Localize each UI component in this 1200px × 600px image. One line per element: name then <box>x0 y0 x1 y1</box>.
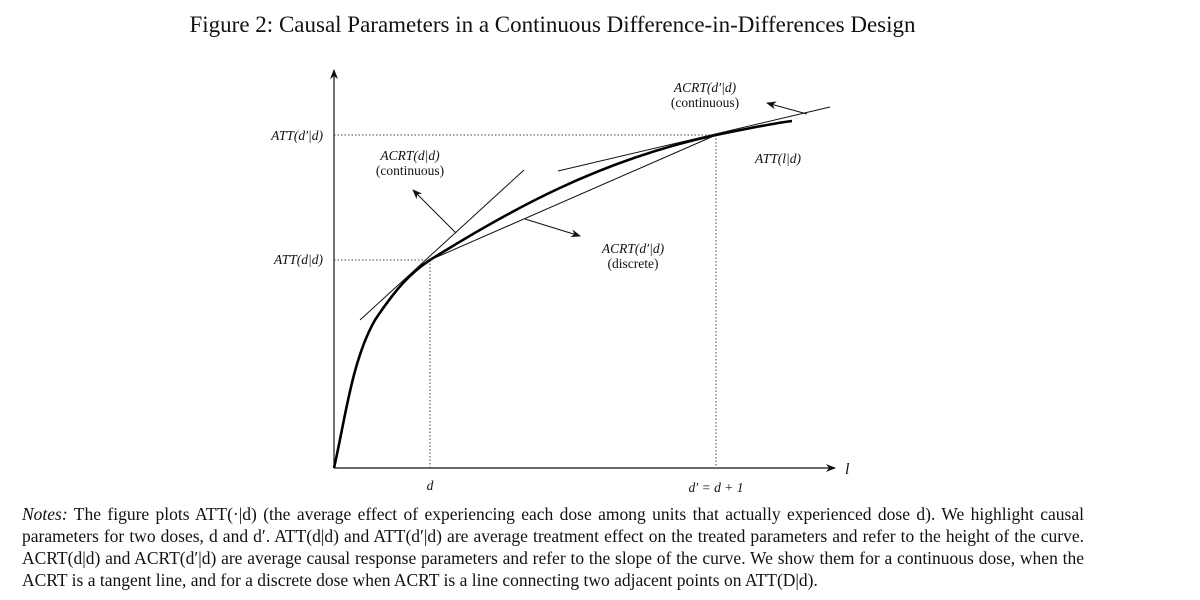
dose-response-diagram: ATT(d′|d) ATT(d|d) l d d′ = d + 1 ACRT(d… <box>270 69 850 495</box>
figure-title: Figure 2: Causal Parameters in a Continu… <box>189 12 916 37</box>
figure-notes: Notes: The figure plots ATT(·|d) (the av… <box>22 503 1084 591</box>
notes-label: Notes: <box>22 504 68 524</box>
x-axis-label: l <box>845 461 850 478</box>
tangent-line-d <box>359 169 525 321</box>
label-att-curve: ATT(l|d) <box>754 151 801 166</box>
arrow-acrt-dpd-continuous <box>766 101 808 115</box>
y-tick-att-d: ATT(d|d) <box>273 252 323 267</box>
arrow-acrt-dd-continuous <box>412 189 457 234</box>
x-tick-d: d <box>427 478 434 493</box>
label-acrt-dd: ACRT(d|d) <box>379 148 440 163</box>
label-acrt-dpd-continuous: ACRT(d′|d) <box>673 80 737 95</box>
label-acrt-dd-continuous: (continuous) <box>376 163 444 178</box>
label-acrt-dpd-discrete-kind: (discrete) <box>608 256 659 271</box>
notes-text: The figure plots ATT(·|d) (the average e… <box>22 504 1084 590</box>
y-tick-att-dprime: ATT(d′|d) <box>270 128 323 143</box>
label-acrt-dpd-discrete: ACRT(d′|d) <box>601 241 665 256</box>
label-acrt-dpd-continuous-kind: (continuous) <box>671 95 739 110</box>
tangent-line-dprime <box>557 106 831 172</box>
x-tick-dprime: d′ = d + 1 <box>689 480 744 495</box>
att-curve <box>332 119 793 469</box>
secant-line <box>429 134 717 261</box>
arrow-acrt-dpd-discrete <box>524 218 581 238</box>
